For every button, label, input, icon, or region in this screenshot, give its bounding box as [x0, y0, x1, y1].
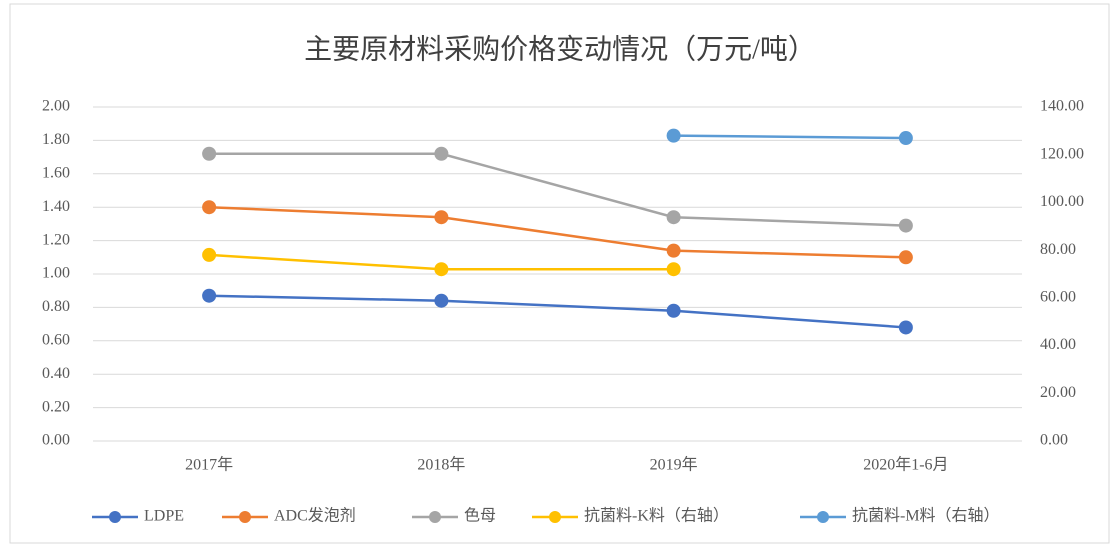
legend-marker	[109, 511, 121, 523]
legend-label: 色母	[464, 507, 496, 525]
chart-title: 主要原材料采购价格变动情况（万元/吨）	[304, 33, 816, 65]
y-tick-label: 2.00	[42, 98, 70, 115]
point	[434, 146, 449, 161]
point	[434, 293, 449, 308]
y2-tick-label: 20.00	[1040, 384, 1076, 401]
series-line	[209, 294, 906, 329]
y2-tick-label: 120.00	[1040, 145, 1084, 162]
y-tick-label: 1.60	[42, 164, 70, 181]
legend-label: 抗菌料-M料（右轴）	[852, 507, 1000, 525]
y2-tick-label: 80.00	[1040, 241, 1076, 258]
point	[898, 218, 913, 233]
point	[666, 303, 681, 318]
point	[666, 210, 681, 225]
y-tick-label: 1.40	[42, 198, 70, 215]
x-tick-label: 2018年	[417, 456, 465, 474]
x-tick-label: 2019年	[650, 456, 698, 474]
y-tick-label: 0.60	[42, 331, 70, 348]
point	[202, 247, 217, 262]
point	[434, 210, 449, 225]
y2-tick-label: 40.00	[1040, 336, 1076, 353]
point	[202, 200, 217, 215]
x-tick-label: 2020年1-6月	[863, 456, 948, 474]
point	[898, 131, 913, 146]
legend-label: LDPE	[144, 508, 184, 525]
legend-marker	[429, 511, 441, 523]
series-line	[209, 152, 906, 227]
point	[898, 250, 913, 265]
y-tick-label: 1.80	[42, 131, 70, 148]
point	[666, 262, 681, 277]
legend-label: 抗菌料-K料（右轴）	[584, 507, 729, 525]
y2-tick-label: 0.00	[1040, 432, 1068, 449]
legend-marker	[239, 511, 251, 523]
point	[202, 146, 217, 161]
y2-tick-label: 140.00	[1040, 98, 1084, 115]
y2-tick-label: 60.00	[1040, 289, 1076, 306]
point	[666, 128, 681, 143]
series-line	[209, 205, 906, 259]
series-line	[673, 134, 906, 140]
point	[666, 243, 681, 258]
y-tick-label: 0.80	[42, 298, 70, 315]
y-tick-label: 0.40	[42, 365, 70, 382]
y2-tick-label: 100.00	[1040, 193, 1084, 210]
point	[898, 320, 913, 335]
y-tick-label: 1.00	[42, 265, 70, 282]
legend-marker	[817, 511, 829, 523]
x-tick-label: 2017年	[185, 456, 233, 474]
y-tick-label: 1.20	[42, 231, 70, 248]
point	[202, 288, 217, 303]
point	[434, 262, 449, 277]
legend-label: ADC发泡剂	[274, 507, 356, 525]
legend-marker	[549, 511, 561, 523]
y-tick-label: 0.20	[42, 398, 70, 415]
y-tick-label: 0.00	[42, 432, 70, 449]
